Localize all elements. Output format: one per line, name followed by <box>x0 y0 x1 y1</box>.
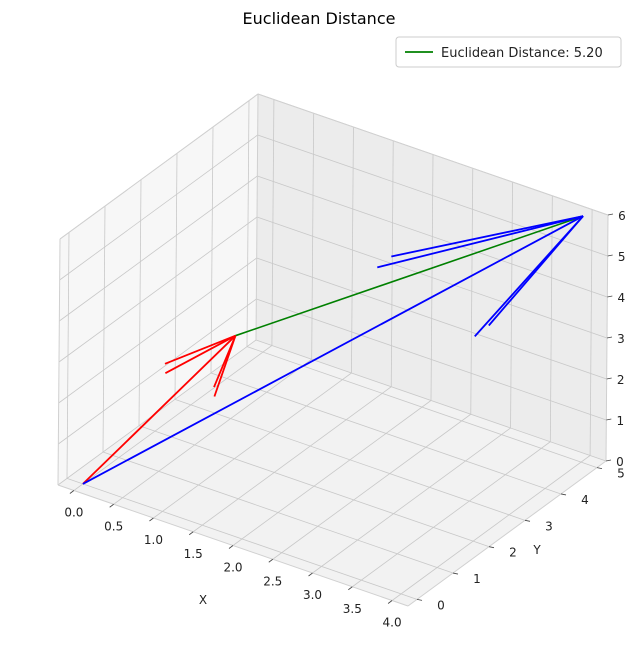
y-tick-mark <box>596 467 603 469</box>
grid-line <box>66 478 418 600</box>
vector-a-arrow <box>82 334 237 485</box>
grid-line <box>312 427 511 574</box>
y-tick-mark <box>416 599 423 601</box>
y-tick-label: 5 <box>617 467 625 481</box>
chart-title: Euclidean Distance <box>243 9 396 28</box>
y-tick-label: 0 <box>437 598 445 612</box>
y-axis-ticks: 0 1 2 3 4 5 <box>416 467 625 612</box>
x-tick-mark <box>268 558 274 563</box>
grid-line <box>246 346 598 468</box>
x-tick-mark <box>188 531 194 536</box>
vector-b-arrow-shaft <box>82 215 584 485</box>
vector-a-arrow-head <box>164 334 236 375</box>
y-tick-mark <box>452 572 459 575</box>
z-tick-mark <box>606 336 613 339</box>
x-tick-label: 2.5 <box>263 574 282 588</box>
grid-line <box>192 386 392 533</box>
vector-b-arrow <box>82 215 584 485</box>
x-tick-label: 0.0 <box>64 506 83 520</box>
y-tick-mark <box>560 493 567 496</box>
z-tick-label: 0 <box>616 455 624 469</box>
grid-line <box>102 451 454 574</box>
x-tick-label: 1.5 <box>184 547 203 561</box>
grid-line <box>174 398 526 521</box>
vector-a-arrow-head <box>213 335 237 388</box>
grid-line <box>232 400 432 546</box>
x-tick-label: 3.0 <box>303 588 322 602</box>
grid-line <box>59 175 258 322</box>
euclidean-distance-line <box>235 215 584 337</box>
x-tick-mark <box>69 490 75 494</box>
y-tick-label: 3 <box>545 519 553 533</box>
z-tick-label: 4 <box>618 291 626 305</box>
z-tick-label: 1 <box>617 414 625 428</box>
y-axis-line <box>407 460 607 607</box>
x-tick-label: 2.0 <box>223 561 242 575</box>
grid-line <box>257 175 608 298</box>
grid-line <box>58 216 258 363</box>
x-tick-mark <box>308 572 313 577</box>
x-tick-label: 4.0 <box>383 616 402 630</box>
z-tick-mark <box>607 254 613 257</box>
z-axis-ticks: 0 1 2 3 4 5 6 <box>605 209 626 469</box>
z-tick-mark <box>606 418 612 421</box>
grid-line <box>391 455 591 601</box>
vectors <box>82 215 584 485</box>
grid-line <box>256 298 607 421</box>
z-tick-label: 2 <box>617 373 625 387</box>
x-tick-label: 1.0 <box>144 533 163 547</box>
grid-line <box>352 441 551 588</box>
x-tick-mark <box>149 517 154 522</box>
legend-box <box>395 36 622 68</box>
x-axis-label: X <box>199 593 207 607</box>
grid-line <box>58 257 257 404</box>
grid-line <box>58 298 257 445</box>
x-tick-mark <box>109 503 114 508</box>
grid-line <box>153 372 352 519</box>
y-axis-label: Y <box>532 543 541 557</box>
x-axis-ticks: 0.0 0.5 1.0 1.5 2.0 2.5 3.0 3.5 4.0 <box>64 490 402 630</box>
x-tick-label: 0.5 <box>104 519 123 533</box>
vector-b-arrow-head <box>391 215 584 258</box>
vector-a-arrow-shaft <box>82 335 237 485</box>
pane-edge <box>255 93 259 341</box>
pane-edge <box>57 238 61 486</box>
z-tick-label: 5 <box>618 250 626 264</box>
grid-line <box>256 216 608 339</box>
vector-a-arrow-head <box>164 334 236 365</box>
y-tick-label: 2 <box>509 546 517 560</box>
x-tick-mark <box>348 586 353 591</box>
z-tick-label: 6 <box>618 209 626 223</box>
grid-line <box>113 358 312 505</box>
z-tick-mark <box>607 295 613 298</box>
z-tick-label: 3 <box>617 332 625 346</box>
y-tick-label: 4 <box>581 493 589 507</box>
z-tick-mark <box>607 213 614 216</box>
z-tick-mark <box>606 377 612 380</box>
grid-line <box>257 134 608 257</box>
y-tick-label: 1 <box>473 572 481 586</box>
x-tick-label: 3.5 <box>343 602 362 616</box>
grid-line <box>272 413 472 560</box>
grid-line <box>256 257 607 380</box>
grid-line <box>138 425 490 548</box>
grid-line <box>73 345 273 491</box>
y-tick-mark <box>524 519 531 522</box>
y-tick-mark <box>488 546 495 549</box>
pane-edge <box>257 93 609 216</box>
vector-b-arrow-head <box>377 215 584 269</box>
grid-line <box>210 372 562 495</box>
x-tick-mark <box>387 600 393 604</box>
pane-edge <box>59 93 259 240</box>
z-tick-mark <box>605 459 612 462</box>
legend-label: Euclidean Distance: 5.20 <box>441 46 603 61</box>
x-tick-mark <box>228 545 234 549</box>
vector-b-arrow-head <box>488 215 584 327</box>
grid-line <box>59 134 258 281</box>
legend: Euclidean Distance: 5.20 <box>395 36 622 68</box>
